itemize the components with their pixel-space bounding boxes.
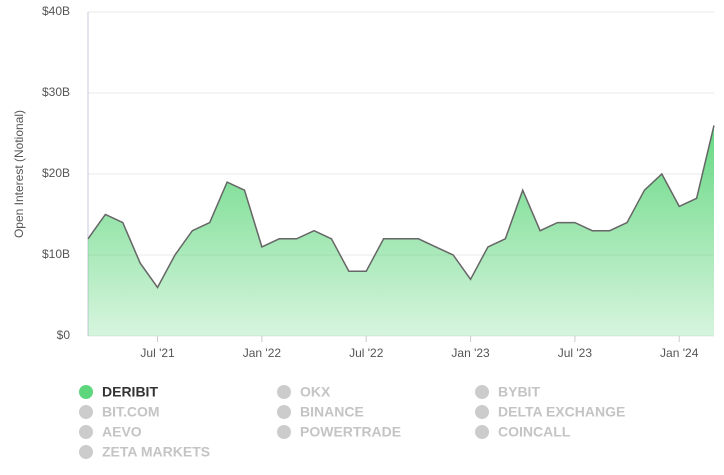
legend-marker[interactable] [277,425,291,439]
legend-label[interactable]: ZETA MARKETS [102,444,210,460]
legend-label[interactable]: BIT.COM [102,404,160,420]
legend-marker[interactable] [277,405,291,419]
legend-label[interactable]: BYBIT [498,384,540,400]
legend-marker[interactable] [475,385,489,399]
x-tick-label: Jan '22 [243,346,282,360]
legend-marker[interactable] [79,405,93,419]
y-axis-label: Open Interest (Notional) [12,110,26,238]
legend-label[interactable]: OKX [300,384,331,400]
area [88,125,714,337]
legend-label[interactable]: AEVO [102,424,142,440]
y-tick-label: $30B [42,85,70,99]
legend-label[interactable]: POWERTRADE [300,424,401,440]
legend-marker[interactable] [79,385,93,399]
x-tick-label: Jan '24 [660,346,699,360]
legend-label[interactable]: COINCALL [498,424,571,440]
y-tick-label: $0 [57,328,71,342]
x-tick-label: Jul '22 [349,346,384,360]
legend-label[interactable]: DELTA EXCHANGE [498,404,625,420]
x-tick-label: Jul '23 [558,346,593,360]
y-tick-label: $20B [42,166,70,180]
x-tick-label: Jul '21 [140,346,175,360]
legend-marker[interactable] [79,425,93,439]
y-tick-label: $40B [42,4,70,18]
legend-label[interactable]: BINANCE [300,404,364,420]
legend-marker[interactable] [475,405,489,419]
x-tick-label: Jan '23 [451,346,490,360]
line [87,125,715,289]
legend-marker[interactable] [79,445,93,459]
legend-label[interactable]: DERIBIT [102,384,158,400]
legend-marker[interactable] [277,385,291,399]
legend-marker[interactable] [475,425,489,439]
y-tick-label: $10B [42,247,70,261]
